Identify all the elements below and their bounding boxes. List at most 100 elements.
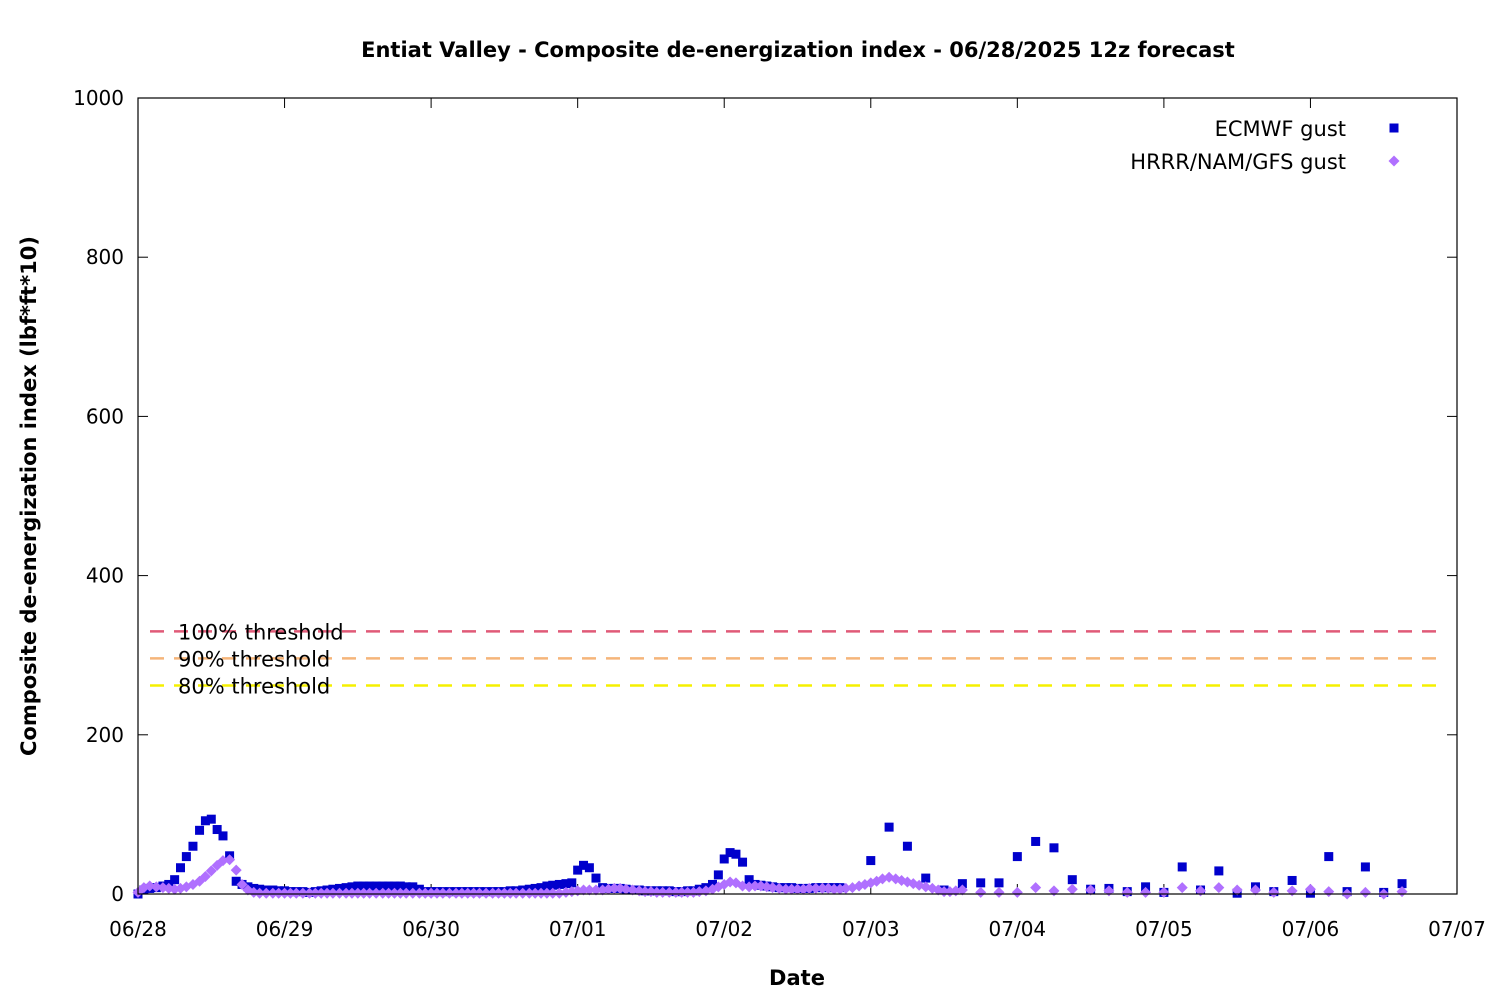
y-tick-label: 1000 (73, 86, 124, 110)
data-point (395, 881, 405, 891)
data-point (1304, 883, 1316, 895)
data-point (150, 881, 162, 893)
data-point (620, 883, 632, 895)
data-point (443, 887, 455, 899)
data-point (1067, 875, 1077, 885)
data-point (260, 887, 272, 899)
data-point (303, 887, 315, 899)
data-point (767, 882, 779, 894)
data-point (1324, 852, 1334, 862)
threshold-label: 90% threshold (178, 647, 330, 671)
data-point (334, 887, 346, 899)
data-point (309, 887, 321, 899)
data-point (181, 852, 191, 862)
data-point (401, 882, 411, 892)
data-point (413, 887, 425, 899)
data-point (902, 841, 912, 851)
data-point (749, 880, 761, 892)
data-point (731, 849, 741, 859)
data-point (1249, 884, 1261, 896)
legend-label: HRRR/NAM/GFS gust (1130, 150, 1346, 174)
data-point (462, 887, 474, 899)
data-point (535, 887, 547, 899)
data-point (956, 884, 968, 896)
data-point (536, 883, 546, 893)
threshold-label: 100% threshold (178, 620, 344, 644)
legend: ECMWF gust HRRR/NAM/GFS gust (1130, 117, 1400, 174)
data-point (352, 887, 364, 899)
y-axis-label: Composite de-energization index (lbf*ft*… (17, 236, 41, 756)
data-point (510, 887, 522, 899)
data-point (744, 875, 754, 885)
data-point (1049, 843, 1059, 853)
data-point (651, 886, 663, 898)
data-point (346, 887, 358, 899)
data-point (608, 882, 620, 894)
data-point (144, 880, 156, 892)
data-point (840, 882, 852, 894)
data-point (353, 881, 363, 891)
data-point (248, 886, 260, 898)
data-point (199, 870, 211, 882)
data-point (394, 887, 406, 899)
data-point (327, 887, 339, 899)
data-point (583, 884, 595, 896)
data-point (284, 887, 296, 899)
data-point (957, 879, 967, 889)
data-point (1213, 882, 1225, 894)
data-point (371, 881, 381, 891)
data-point (548, 880, 558, 890)
data-point (713, 870, 723, 880)
data-point (792, 883, 803, 895)
data-point (579, 860, 589, 870)
data-point (236, 878, 248, 890)
data-point (517, 887, 529, 899)
data-point (810, 882, 822, 894)
data-point (267, 887, 279, 899)
data-point (359, 881, 369, 891)
data-point (866, 856, 876, 866)
data-point (389, 881, 399, 891)
data-point (578, 884, 590, 896)
data-point (384, 881, 394, 891)
data-point (994, 878, 1004, 888)
data-point (383, 887, 395, 899)
data-point (719, 854, 729, 864)
data-point (370, 887, 382, 899)
data-point (786, 883, 798, 895)
series-hrrr-nam-gfs-gust (132, 854, 1408, 900)
data-point (1177, 862, 1187, 872)
data-point (737, 880, 749, 892)
data-point (365, 881, 375, 891)
data-point (590, 884, 602, 896)
data-point (279, 887, 291, 899)
data-point (231, 876, 241, 886)
data-point (297, 887, 309, 899)
data-point (676, 886, 688, 898)
data-point (682, 886, 694, 898)
data-point (347, 882, 357, 892)
data-point (725, 848, 735, 858)
legend-marker (1388, 155, 1400, 167)
data-point (976, 878, 986, 888)
data-point (584, 863, 594, 873)
data-point (468, 887, 480, 899)
x-tick-label: 06/29 (256, 917, 314, 941)
data-point (205, 865, 217, 877)
data-point (425, 887, 437, 899)
data-point (358, 887, 370, 899)
data-point (542, 881, 552, 891)
data-series (132, 814, 1408, 900)
data-point (456, 887, 468, 899)
data-point (1287, 875, 1297, 885)
data-point (1360, 862, 1370, 872)
x-tick-label: 06/28 (109, 917, 167, 941)
data-point (408, 882, 418, 892)
data-point (388, 887, 400, 899)
threshold-label: 80% threshold (178, 674, 330, 698)
data-point (1085, 884, 1097, 896)
data-point (780, 883, 792, 895)
x-tick-label: 06/30 (402, 917, 460, 941)
